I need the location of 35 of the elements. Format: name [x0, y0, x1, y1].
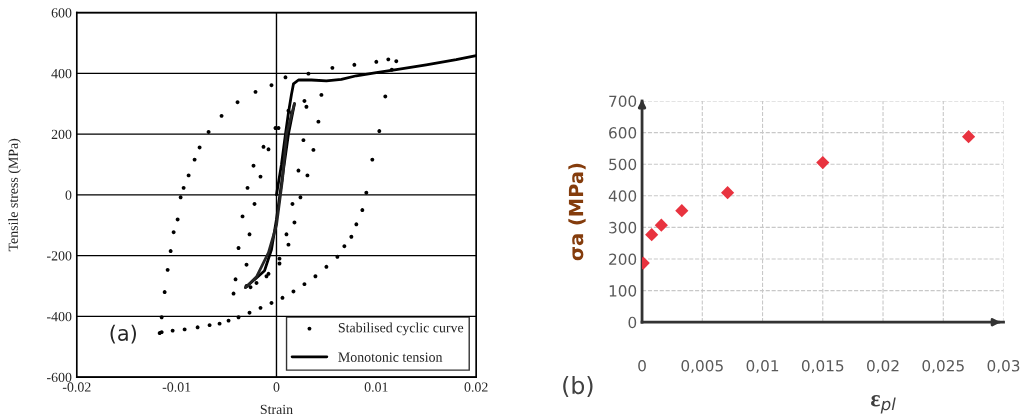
legend-label: Stabilised cyclic curve	[338, 322, 464, 336]
y-tick-label: 400	[608, 190, 637, 202]
y-tick-label: 300	[609, 221, 637, 234]
x-tick-label: -0.01	[162, 382, 191, 392]
x-tick-label: 0,02	[867, 359, 899, 374]
x-tick-label: 0,025	[922, 359, 964, 374]
x-tick-label: 0	[638, 359, 646, 372]
annotation: (a)	[110, 324, 136, 344]
y-tick-label: -400	[47, 311, 72, 322]
y-tick-label: 200	[609, 253, 637, 266]
y-axis-title: σa (MPa)	[568, 163, 586, 261]
x-tick-label: 0,01	[746, 359, 779, 374]
y-tick-label: 600	[51, 8, 72, 18]
y-tick-label: 400	[51, 68, 72, 79]
y-tick-label: 700	[609, 95, 637, 107]
x-tick-label: 0,015	[801, 359, 844, 374]
x-tick-label: 0	[273, 382, 280, 392]
x-axis-title: Strain	[260, 404, 293, 415]
y-tick-label: 100	[609, 285, 637, 297]
x-axis-title: ε$_{pl}$	[871, 395, 896, 414]
y-tick-label: 0	[628, 316, 637, 329]
text: (b)	[563, 375, 593, 397]
y-axis-title: Tensile stress (MPa)	[8, 138, 21, 252]
y-tick-label: 600	[609, 127, 637, 139]
y-tick-label: -600	[47, 372, 72, 383]
y-tick-label: 200	[51, 129, 72, 140]
legend-label: Monotonic tension	[338, 352, 443, 362]
x-tick-label: -0.02	[62, 382, 91, 392]
x-tick-label: 0,03	[987, 359, 1020, 374]
x-tick-label: 0.01	[364, 382, 388, 392]
x-tick-label: 0.02	[464, 382, 488, 392]
y-tick-label: 500	[609, 158, 637, 171]
y-tick-label: 0	[65, 190, 72, 200]
x-tick-label: 0,005	[681, 359, 723, 374]
y-tick-label: -200	[47, 251, 72, 261]
